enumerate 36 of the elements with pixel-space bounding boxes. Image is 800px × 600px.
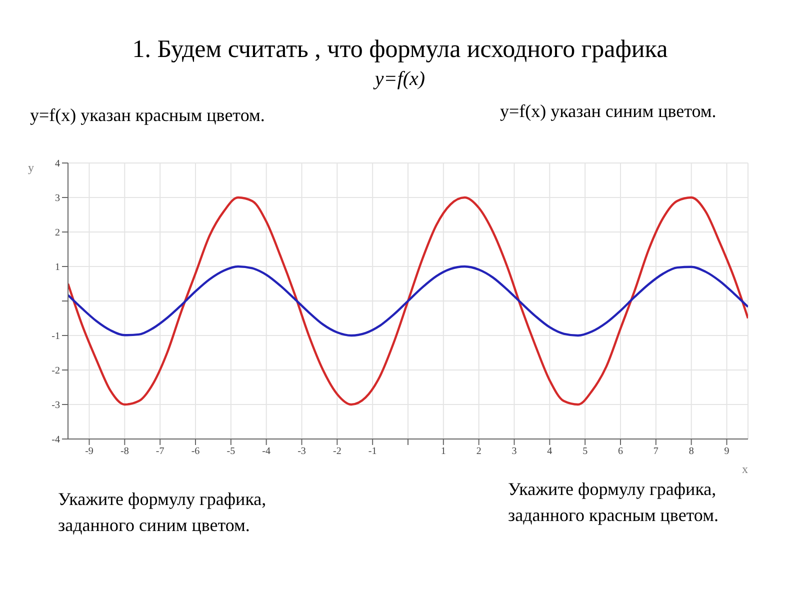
line-series	[68, 265, 748, 337]
text: y=f(x) указан красным цветом.	[30, 104, 266, 127]
y-tick-label: -2	[52, 366, 60, 377]
x-tick-label: 9	[724, 446, 730, 458]
x-tick-label: 1	[440, 446, 446, 458]
y-tick-label: 1	[55, 262, 60, 274]
y-axis-title: y	[28, 160, 34, 175]
y-tick-label: -1	[52, 331, 60, 342]
x-tick-label: -7	[156, 446, 164, 458]
x-tick-label: -3	[298, 446, 306, 458]
x-tick-label: 8	[688, 446, 694, 458]
x-tick-label: 5	[582, 446, 588, 458]
x-tick-label: 7	[653, 446, 658, 458]
line-series	[68, 196, 748, 406]
text: y=f(x) указан синим цветом.	[500, 100, 718, 123]
y-tick-label: 4	[55, 158, 60, 170]
y-tick-label: -3	[52, 400, 60, 412]
x-tick-label: -2	[332, 446, 342, 458]
chart-subtitle: y=f(x)	[372, 68, 426, 91]
x-tick-label: -1	[368, 446, 377, 458]
x-tick-label: 2	[476, 446, 482, 458]
text: Укажите формулу графика, заданного красным цветом.	[508, 478, 720, 527]
y-tick-label: -4	[52, 434, 60, 446]
x-tick-label: 3	[512, 446, 517, 458]
x-tick-label: -6	[191, 446, 200, 458]
x-tick-label: 4	[547, 446, 552, 458]
y-tick-label: 3	[55, 193, 60, 204]
x-axis-title: x	[742, 462, 748, 476]
y-tick-label: 2	[55, 228, 60, 239]
x-tick-label: 6	[618, 446, 623, 458]
chart-title: 1. Будем считать , что формула исходного графика	[131, 36, 669, 64]
x-tick-label: -8	[120, 446, 129, 458]
x-tick-label: -5	[226, 446, 236, 458]
text: Укажите формулу графика, заданного синим цветом.	[58, 488, 268, 537]
x-tick-label: -9	[85, 446, 94, 458]
x-tick-label: -4	[262, 446, 271, 458]
